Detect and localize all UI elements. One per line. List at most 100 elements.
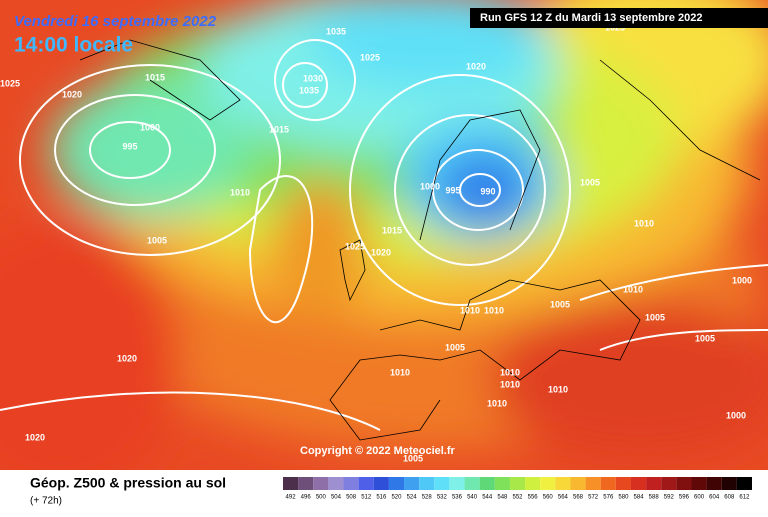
scale-label: 604 [709, 495, 720, 501]
scale-swatch [479, 477, 495, 490]
isobar-label: 1000 [726, 410, 746, 420]
scale-swatch [328, 477, 344, 490]
footer-lead: (+ 72h) [30, 496, 62, 507]
scale-label: 532 [437, 495, 448, 501]
scale-label: 588 [649, 495, 660, 501]
scale-label: 544 [482, 495, 493, 501]
scale-label: 540 [467, 495, 478, 501]
scale-label: 576 [603, 495, 614, 501]
scale-label: 556 [528, 495, 539, 501]
scale-label: 536 [452, 495, 463, 501]
coastlines [79, 39, 761, 441]
isobar-label: 1005 [550, 299, 570, 309]
isobar-label: 1005 [403, 453, 423, 463]
isobar-label: 1020 [117, 353, 137, 363]
scale-swatch [615, 477, 631, 490]
scale-label: 500 [316, 495, 327, 501]
isobar-label: 1005 [645, 312, 665, 322]
scale-swatch [464, 477, 480, 490]
isobar-label: 1010 [460, 305, 480, 315]
run-box [470, 8, 768, 28]
run-label: Run GFS 12 Z du Mardi 13 septembre 2022 [480, 12, 703, 24]
isobar-label: 1000 [140, 122, 160, 132]
scale-label: 528 [422, 495, 433, 501]
scale-swatch [555, 477, 571, 490]
isobar-label: 1000 [732, 275, 752, 285]
color-scale: 492 496 500 504 508 512 516 520 524 528 532 536 540 5… [283, 477, 752, 501]
isobar-label: 1005 [580, 177, 600, 187]
scale-swatch [509, 477, 526, 490]
isobar-label: 1005 [147, 235, 167, 245]
isobar-label: 1035 [326, 26, 346, 36]
isobar-label: 1000 [420, 181, 440, 191]
isobar-label: 1010 [500, 379, 520, 389]
scale-label: 492 [286, 495, 297, 501]
scale-label: 572 [588, 495, 599, 501]
isobars [0, 39, 768, 431]
scale-swatch [540, 477, 556, 490]
footer-title: Géop. Z500 & pression au sol [30, 475, 226, 491]
scale-label: 560 [543, 495, 554, 501]
isobar-label: 1010 [484, 305, 504, 315]
isobar-label: 1010 [623, 284, 643, 294]
isobar-label: 1025 [345, 241, 365, 251]
scale-swatch [676, 477, 692, 490]
scale-label: 608 [724, 495, 735, 501]
scale-swatch [691, 477, 707, 490]
scale-swatch [721, 477, 737, 490]
scale-label: 584 [634, 495, 645, 501]
isobar-label: 1015 [382, 225, 402, 235]
isobar-label: 1010 [500, 367, 520, 377]
isobar-label: 1010 [548, 384, 568, 394]
scale-swatch [570, 477, 586, 490]
scale-label: 552 [512, 495, 523, 501]
isobar-label: 1020 [466, 61, 486, 71]
scale-swatch [585, 477, 601, 490]
isobar-label: 995 [445, 185, 460, 195]
scale-label: 612 [739, 495, 750, 501]
isobar-label: 1010 [634, 218, 654, 228]
scale-swatch [343, 477, 359, 490]
isobar-label: 1025 [0, 78, 20, 88]
isobar-label: 1010 [487, 398, 507, 408]
scale-label: 568 [573, 495, 584, 501]
isobar-label: 1005 [695, 333, 715, 343]
scale-swatch [525, 477, 541, 490]
isobar-label: 995 [122, 141, 137, 151]
scale-swatch [388, 477, 405, 490]
scale-swatch [434, 477, 450, 490]
scale-label: 524 [407, 495, 418, 501]
scale-swatch [630, 477, 647, 490]
isobar-label: 1010 [230, 187, 250, 197]
isobar-label: 1025 [360, 52, 380, 62]
scale-label: 596 [679, 495, 690, 501]
scale-label: 520 [391, 495, 402, 501]
scale-swatch [419, 477, 435, 490]
isobar-label: 1005 [445, 342, 465, 352]
isobar-label: 1010 [390, 367, 410, 377]
scale-swatch [706, 477, 722, 490]
scale-label: 592 [664, 495, 675, 501]
scale-swatch [449, 477, 465, 490]
isobar-labels: 1025102010151000995101010051015103010351… [0, 22, 752, 463]
isobar-label: 1030 [303, 73, 323, 83]
isobar-label: 1015 [269, 124, 289, 134]
scale-swatch [661, 477, 677, 490]
date-label: Vendredi 16 septembre 2022 [14, 13, 217, 30]
isobar-label: 1015 [145, 72, 165, 82]
scale-label: 516 [376, 495, 387, 501]
time-label: 14:00 locale [14, 34, 133, 57]
isobar-label: 1020 [371, 247, 391, 257]
scale-swatch [313, 477, 329, 490]
isobar-label: 990 [480, 186, 495, 196]
scale-label: 496 [301, 495, 312, 501]
scale-label: 508 [346, 495, 357, 501]
scale-swatch [494, 477, 510, 490]
map-field [0, 0, 768, 470]
scale-swatch [373, 477, 389, 490]
copyright: Copyright © 2022 Meteociel.fr [300, 445, 456, 457]
scale-swatch [646, 477, 662, 490]
scale-swatch [600, 477, 616, 490]
isobar-label: 1020 [25, 432, 45, 442]
